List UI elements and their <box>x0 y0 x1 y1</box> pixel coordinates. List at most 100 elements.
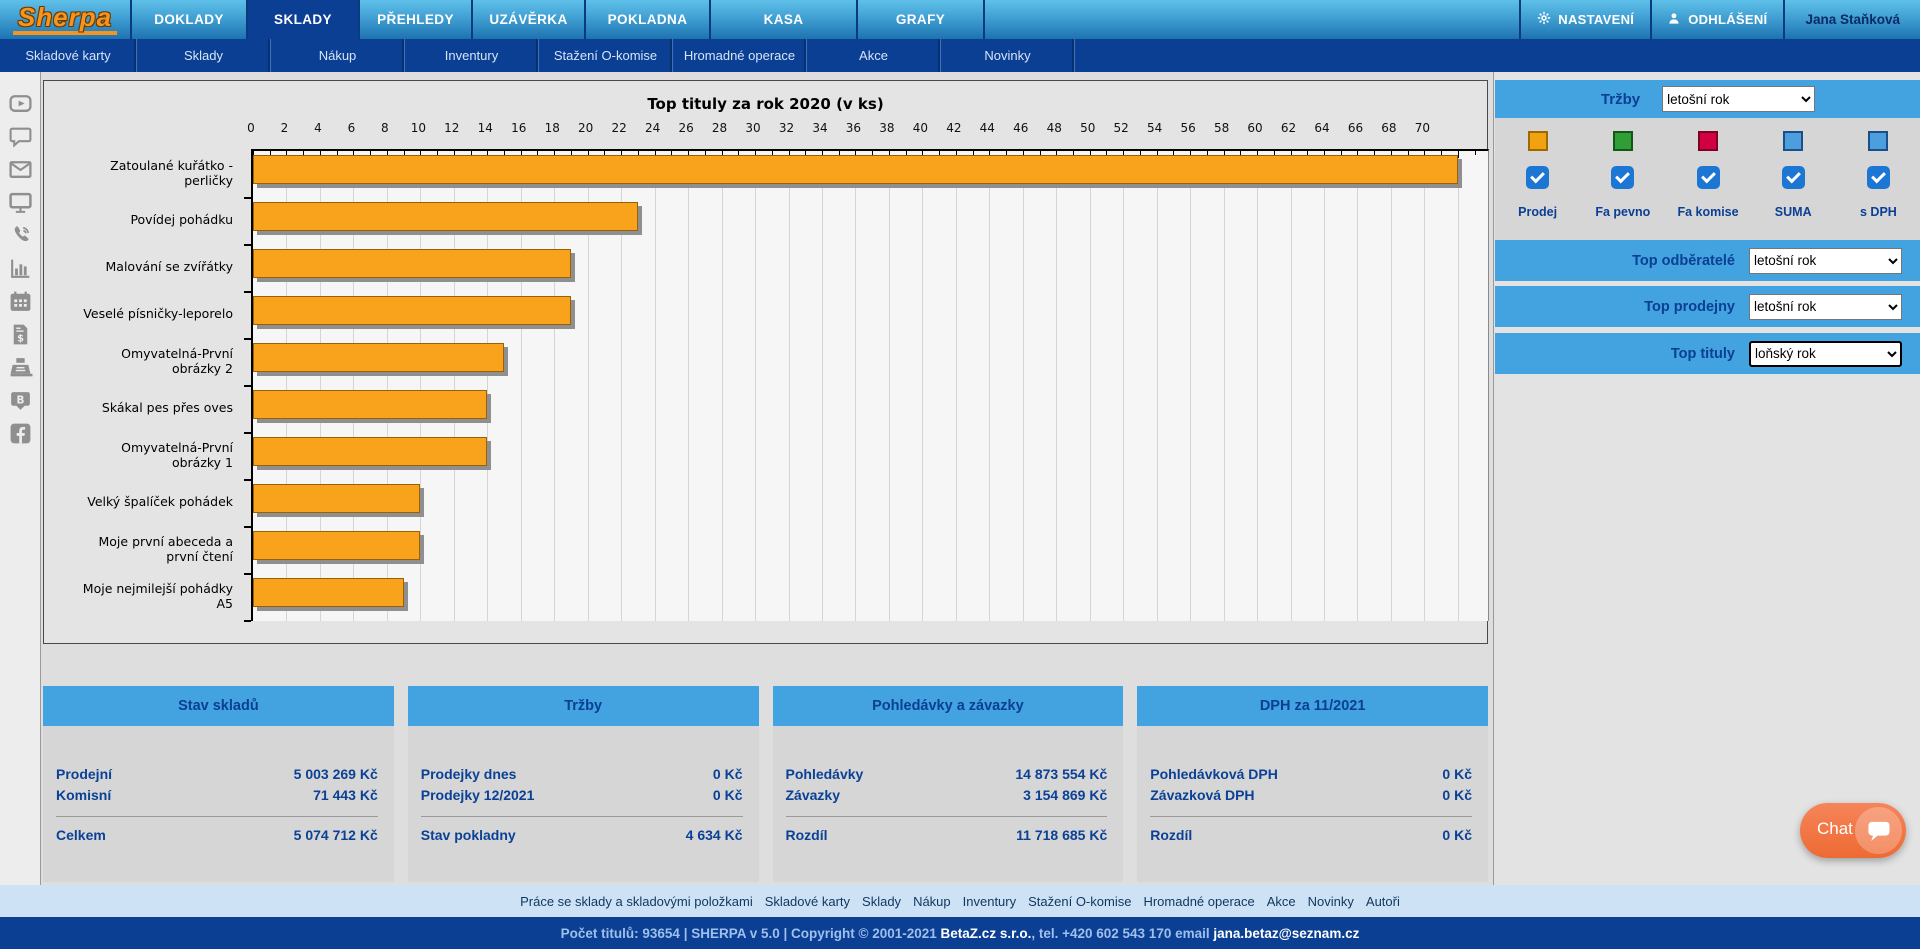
phone-icon[interactable] <box>7 223 33 249</box>
top-tituly-label: Top tituly <box>1670 345 1735 362</box>
comment-icon[interactable] <box>7 124 33 150</box>
y-axis-tick <box>244 244 251 246</box>
category-label: Povídej pohádku <box>130 212 233 227</box>
b-badge-icon[interactable]: B <box>7 388 33 414</box>
card-total-value: 11 718 685 Kč <box>1016 827 1108 843</box>
tab-grafy[interactable]: GRAFY <box>858 0 985 39</box>
x-axis-tick <box>989 151 990 158</box>
legend-label: Fa komise <box>1677 205 1739 219</box>
facebook-icon[interactable] <box>7 421 33 447</box>
subnav-item-novinky[interactable]: Novinky <box>941 39 1075 72</box>
checkbox-s-dph[interactable] <box>1866 166 1890 189</box>
tab-pokladna[interactable]: POKLADNA <box>586 0 711 39</box>
x-axis-tick <box>638 151 639 155</box>
chart-bar <box>253 155 1458 184</box>
legend-swatch <box>1612 131 1633 151</box>
footer-link-novinky[interactable]: Novinky <box>1307 893 1354 909</box>
gridline <box>688 151 689 621</box>
card-row-value: 5 003 269 Kč <box>293 766 378 782</box>
checkbox-fa-pevno[interactable] <box>1611 166 1635 189</box>
card-row: Prodejky 12/2021 0 Kč <box>421 785 743 806</box>
gridline <box>387 151 388 621</box>
y-axis-tick <box>244 385 251 387</box>
x-axis-tick <box>922 151 923 158</box>
gridline <box>1424 151 1425 621</box>
footer-link-skladove-karty[interactable]: Skladové karty <box>764 893 851 909</box>
tab-doklady[interactable]: DOKLADY <box>132 0 248 39</box>
x-axis-label: 28 <box>711 121 728 135</box>
subnav-item-sklady[interactable]: Sklady <box>137 39 271 72</box>
bar-chart-icon[interactable] <box>7 256 33 282</box>
tab-sklady[interactable]: SKLADY <box>248 0 360 39</box>
card-divider <box>56 816 378 817</box>
x-axis-label: 44 <box>979 121 995 135</box>
tab-uzaverka[interactable]: UZÁVĚRKA <box>473 0 586 39</box>
tab-prehledy[interactable]: PŘEHLEDY <box>360 0 473 39</box>
gridline <box>1324 151 1325 621</box>
gridline <box>521 151 522 621</box>
x-axis-label: 50 <box>1080 121 1096 135</box>
card-body: Pohledávky 14 873 554 Kč Závazky 3 154 869 … <box>773 726 1124 882</box>
footer-link-stazeni-o-komise[interactable]: Stažení O-komise <box>1028 893 1132 909</box>
card-divider <box>785 816 1108 817</box>
x-axis-label: 16 <box>511 121 527 135</box>
card-row-label: Pohledávky <box>785 766 864 782</box>
subnav-item-hromadne-operace[interactable]: Hromadné operace <box>673 39 807 72</box>
check-icon <box>1615 168 1631 184</box>
chat-button[interactable]: Chat <box>1800 803 1906 858</box>
footer-link-autori[interactable]: Autoři <box>1365 893 1400 909</box>
checkbox-fa-komise[interactable] <box>1696 166 1720 189</box>
x-axis-tick <box>1090 151 1091 158</box>
contact-email[interactable]: jana.betaz@seznam.cz <box>1213 925 1360 941</box>
current-user: Jana Staňková <box>1783 0 1920 39</box>
footer-link-hromadne-operace[interactable]: Hromadné operace <box>1143 893 1255 909</box>
chart-title: Top tituly za rok 2020 (v ks) <box>647 95 884 113</box>
footer-link-inventury[interactable]: Inventury <box>962 893 1017 909</box>
x-axis-tick <box>1073 151 1074 155</box>
trzby-period-select[interactable]: letošní rok <box>1662 86 1816 112</box>
settings-button[interactable]: NASTAVENÍ <box>1519 0 1650 39</box>
logout-button[interactable]: ODHLÁŠENÍ <box>1650 0 1783 39</box>
subnav-item-inventury[interactable]: Inventury <box>405 39 539 72</box>
invoice-icon[interactable]: $ <box>7 322 33 348</box>
footer-link-akce[interactable]: Akce <box>1266 893 1296 909</box>
logo-box[interactable]: Sherpa <box>0 0 132 39</box>
checkbox-prodej[interactable] <box>1526 166 1550 189</box>
mail-icon[interactable] <box>7 157 33 183</box>
legend-item-s-dph: s DPH <box>1836 118 1920 240</box>
x-axis-label: 20 <box>578 121 594 135</box>
top-odberatele-select[interactable]: letošní rok <box>1749 247 1902 274</box>
gridline <box>1458 151 1459 621</box>
right-filter-panel: Tržby letošní rok Prodej Fa pevno Fa komis… <box>1493 72 1920 885</box>
gridline <box>1357 151 1358 621</box>
top-tituly-select[interactable]: loňský rok <box>1749 340 1902 367</box>
monitor-icon[interactable] <box>7 190 33 216</box>
top-prodejny-select[interactable]: letošní rok <box>1749 293 1902 320</box>
calendar-icon[interactable] <box>7 289 33 315</box>
x-axis-tick <box>1441 151 1442 155</box>
subnav-item-skladove-karty[interactable]: Skladové karty <box>0 39 137 72</box>
x-axis-label: 62 <box>1280 121 1297 135</box>
subnav-item-akce[interactable]: Akce <box>807 39 941 72</box>
x-axis-tick <box>1458 151 1459 158</box>
gridline <box>286 151 287 621</box>
x-axis-label: 30 <box>745 121 761 135</box>
card-divider <box>1150 816 1472 817</box>
card-row-value: 0 Kč <box>712 787 743 803</box>
tab-kasa[interactable]: KASA <box>711 0 858 39</box>
x-axis-tick <box>454 151 455 158</box>
top-prodejny-row: Top prodejny letošní rok <box>1495 286 1920 327</box>
card-row-value: 0 Kč <box>1442 766 1472 782</box>
y-axis-tick <box>244 338 251 340</box>
video-icon[interactable] <box>7 91 33 117</box>
checkbox-suma[interactable] <box>1781 166 1805 189</box>
x-axis-label: 6 <box>347 121 356 135</box>
gridline <box>822 151 823 621</box>
footer-link-nakup[interactable]: Nákup <box>913 893 951 909</box>
card-title: Stav skladů <box>43 686 394 726</box>
footer-link-sklady[interactable]: Sklady <box>862 893 902 909</box>
chart-bar <box>253 531 420 560</box>
cash-register-icon[interactable] <box>7 355 33 381</box>
subnav-item-nakup[interactable]: Nákup <box>271 39 405 72</box>
subnav-item-stazeni-o-komise[interactable]: Stažení O-komise <box>539 39 673 72</box>
